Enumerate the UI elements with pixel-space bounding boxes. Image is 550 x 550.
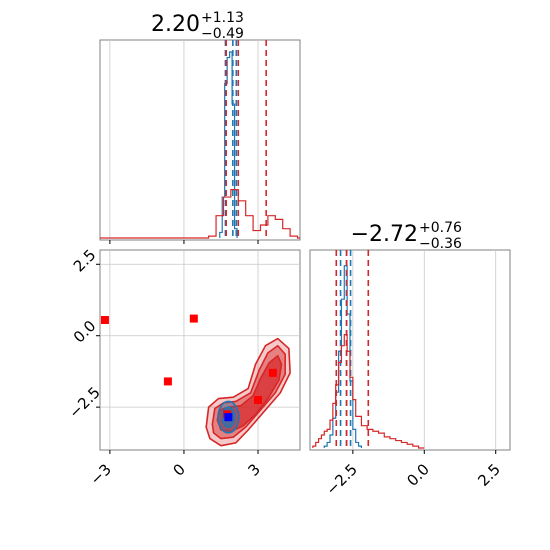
joint-red-marker-4	[254, 396, 263, 404]
joint-x-tick-label-0: −3	[87, 460, 115, 488]
axis-ticks	[96, 240, 497, 454]
hist-p1-plot	[100, 40, 300, 240]
hist-p2-x-tick-label-0: −2.5	[323, 460, 361, 498]
joint-red-marker-3	[268, 368, 277, 377]
joint-red-marker-1	[189, 314, 198, 323]
hist-p2-series-1-step	[312, 333, 425, 449]
joint-x-tick-label-2: 3	[245, 460, 264, 479]
joint-y-tick-label-0: −2.5	[65, 383, 103, 421]
joint-y-tick-label-2: 2.5	[70, 246, 100, 276]
joint-blue-marker-0	[224, 413, 233, 422]
hist-p2-title-value: −2.72	[351, 222, 418, 247]
hist-p2-plot	[312, 250, 425, 450]
joint-frame	[99, 249, 301, 451]
hist-p2-title-plus: +0.76	[419, 220, 462, 236]
joint-red-marker-2	[163, 377, 172, 386]
hist-p1-series-1-step	[100, 189, 300, 239]
joint-contour-plot	[100, 314, 291, 447]
hist-p1-frame	[99, 39, 301, 241]
hist-p2-series-0-step	[323, 265, 363, 448]
hist-p1-title-value: 2.20	[151, 12, 200, 37]
joint-y-tick-label-1: 0.0	[70, 317, 100, 347]
hist-p2-frame	[309, 249, 511, 451]
hist-p2-title-minus: −0.36	[419, 236, 462, 252]
joint-content	[100, 314, 291, 447]
hist-p1-title-plus: +1.13	[201, 10, 244, 26]
hist-p2-x-tick-label-1: 0.0	[403, 460, 433, 490]
joint-x-tick-label-1: 0	[170, 460, 189, 479]
hist-p2-x-tick-label-2: 2.5	[474, 460, 504, 490]
hist-p1-series-0-step	[219, 51, 238, 238]
joint-red-marker-0	[100, 316, 109, 324]
grid-lines	[100, 40, 497, 450]
hist-p1-title-minus: −0.49	[201, 26, 244, 42]
